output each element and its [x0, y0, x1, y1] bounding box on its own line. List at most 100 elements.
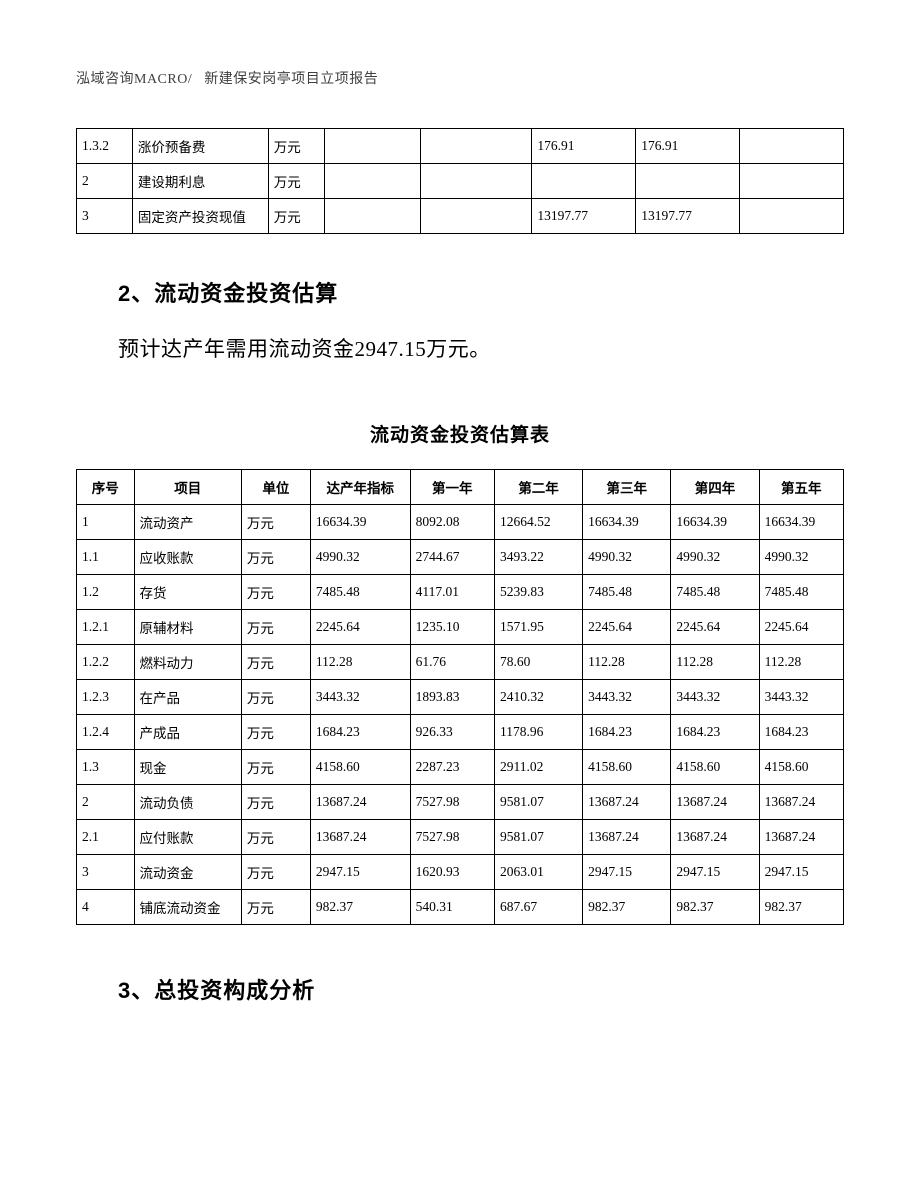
table-cell: 万元: [241, 574, 310, 609]
table-cell: 4990.32: [671, 539, 759, 574]
table-cell: 112.28: [759, 644, 843, 679]
table-cell: 982.37: [310, 889, 410, 924]
table-cell: 2410.32: [494, 679, 582, 714]
table-cell: 13687.24: [759, 819, 843, 854]
table-cell: 1235.10: [410, 609, 494, 644]
table-2-title: 流动资金投资估算表: [76, 420, 844, 447]
table-cell: 926.33: [410, 714, 494, 749]
table-cell: [324, 199, 420, 234]
table-cell: 4990.32: [759, 539, 843, 574]
table-cell: 3443.32: [759, 679, 843, 714]
table-cell: 2245.64: [759, 609, 843, 644]
table-cell: 61.76: [410, 644, 494, 679]
table-cell: 产成品: [134, 714, 241, 749]
table-row: 1.1应收账款万元4990.322744.673493.224990.32499…: [77, 539, 844, 574]
table-cell: 4158.60: [583, 749, 671, 784]
table-cell: 4: [77, 889, 135, 924]
table-cell: 应付账款: [134, 819, 241, 854]
table-cell: 1.3.2: [77, 129, 133, 164]
table-header-cell: 第三年: [583, 469, 671, 504]
table-cell: 在产品: [134, 679, 241, 714]
table-cell: 3443.32: [671, 679, 759, 714]
table-cell: 固定资产投资现值: [132, 199, 268, 234]
table-cell: 建设期利息: [132, 164, 268, 199]
table-cell: 万元: [241, 644, 310, 679]
table-cell: 万元: [241, 889, 310, 924]
table-cell: 万元: [268, 164, 324, 199]
table-row: 1.2.4产成品万元1684.23926.331178.961684.23168…: [77, 714, 844, 749]
table-row: 2建设期利息万元: [77, 164, 844, 199]
table-cell: 3: [77, 199, 133, 234]
table-cell: 万元: [241, 609, 310, 644]
table-cell: 13197.77: [636, 199, 740, 234]
table-cell: 7485.48: [671, 574, 759, 609]
table-row: 1.2.2燃料动力万元112.2861.7678.60112.28112.281…: [77, 644, 844, 679]
table-cell: [740, 129, 844, 164]
table-cell: 2063.01: [494, 854, 582, 889]
table-row: 1.3现金万元4158.602287.232911.024158.604158.…: [77, 749, 844, 784]
table-cell: [532, 164, 636, 199]
table-cell: 4158.60: [759, 749, 843, 784]
header-right: 新建保安岗亭项目立项报告: [204, 72, 378, 87]
table-cell: 9581.07: [494, 784, 582, 819]
table-cell: 16634.39: [671, 504, 759, 539]
table-cell: 1: [77, 504, 135, 539]
table-cell: 应收账款: [134, 539, 241, 574]
table-cell: 1620.93: [410, 854, 494, 889]
table-cell: 存货: [134, 574, 241, 609]
table-cell: 原辅材料: [134, 609, 241, 644]
table-cell: 16634.39: [583, 504, 671, 539]
table-row: 2流动负债万元13687.247527.989581.0713687.24136…: [77, 784, 844, 819]
table-header-cell: 第二年: [494, 469, 582, 504]
section-3-heading: 3、总投资构成分析: [118, 973, 844, 1005]
table-cell: 万元: [241, 504, 310, 539]
section-2-body: 预计达产年需用流动资金2947.15万元。: [118, 332, 844, 368]
table-cell: 13687.24: [583, 819, 671, 854]
header-left: 泓域咨询MACRO/: [76, 72, 192, 87]
table-cell: 13687.24: [759, 784, 843, 819]
table-row: 1.2.1原辅材料万元2245.641235.101571.952245.642…: [77, 609, 844, 644]
table-cell: 3493.22: [494, 539, 582, 574]
table-cell: 112.28: [671, 644, 759, 679]
table-cell: [420, 164, 532, 199]
table-row: 1流动资产万元16634.398092.0812664.5216634.3916…: [77, 504, 844, 539]
table-row: 3固定资产投资现值万元13197.7713197.77: [77, 199, 844, 234]
table-cell: 2: [77, 784, 135, 819]
table-header-cell: 第一年: [410, 469, 494, 504]
table-cell: 5239.83: [494, 574, 582, 609]
table-cell: 万元: [241, 749, 310, 784]
table-header-cell: 项目: [134, 469, 241, 504]
table-cell: 1684.23: [583, 714, 671, 749]
table-row: 2.1应付账款万元13687.247527.989581.0713687.241…: [77, 819, 844, 854]
table-cell: 2947.15: [671, 854, 759, 889]
table-cell: 1178.96: [494, 714, 582, 749]
table-cell: 1.2: [77, 574, 135, 609]
table-cell: 112.28: [310, 644, 410, 679]
table-cell: 2: [77, 164, 133, 199]
table-cell: 1.2.1: [77, 609, 135, 644]
table-cell: 13687.24: [310, 784, 410, 819]
table-cell: 112.28: [583, 644, 671, 679]
table-cell: 4990.32: [310, 539, 410, 574]
table-cell: 1684.23: [759, 714, 843, 749]
section-2-heading: 2、流动资金投资估算: [118, 276, 844, 308]
table-cell: 540.31: [410, 889, 494, 924]
table-header-cell: 第四年: [671, 469, 759, 504]
table-cell: 1571.95: [494, 609, 582, 644]
table-cell: 4117.01: [410, 574, 494, 609]
table-cell: [324, 164, 420, 199]
table-cell: 2947.15: [759, 854, 843, 889]
table-cell: 7527.98: [410, 784, 494, 819]
table-cell: [740, 199, 844, 234]
table-cell: 982.37: [759, 889, 843, 924]
table-cell: 7485.48: [759, 574, 843, 609]
table-cell: 3443.32: [310, 679, 410, 714]
table-cell: 1.2.3: [77, 679, 135, 714]
table-cell: 16634.39: [759, 504, 843, 539]
table-header-cell: 第五年: [759, 469, 843, 504]
table-cell: 1893.83: [410, 679, 494, 714]
table-cell: 13687.24: [671, 819, 759, 854]
table-cell: 2911.02: [494, 749, 582, 784]
table-cell: 2.1: [77, 819, 135, 854]
table-cell: [420, 129, 532, 164]
